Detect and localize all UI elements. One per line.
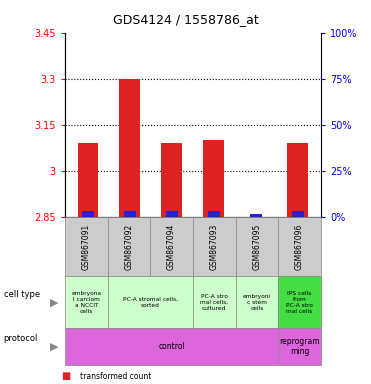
Text: ▶: ▶	[50, 297, 59, 308]
Bar	[78, 143, 98, 217]
Bar	[208, 212, 220, 217]
Text: control: control	[158, 342, 185, 351]
Text: cell type: cell type	[4, 290, 40, 299]
Text: GSM867094: GSM867094	[167, 223, 176, 270]
Text: reprogram
ming: reprogram ming	[279, 337, 320, 356]
Text: PC-A stromal cells,
sorted: PC-A stromal cells, sorted	[123, 297, 178, 308]
Text: GDS4124 / 1558786_at: GDS4124 / 1558786_at	[113, 13, 258, 26]
Bar	[250, 214, 262, 217]
Text: embryona
l carciom
a NCCIT
cells: embryona l carciom a NCCIT cells	[71, 291, 101, 314]
Bar	[288, 143, 308, 217]
Bar	[119, 79, 141, 217]
Text: GSM867093: GSM867093	[210, 223, 219, 270]
Text: PC-A stro
mal cells,
cultured: PC-A stro mal cells, cultured	[200, 294, 228, 311]
Text: ■: ■	[61, 371, 70, 381]
Bar	[124, 212, 136, 217]
Bar	[203, 140, 224, 217]
Text: GSM867095: GSM867095	[252, 223, 262, 270]
Text: transformed count: transformed count	[80, 372, 151, 381]
Text: protocol: protocol	[4, 334, 38, 343]
Text: GSM867092: GSM867092	[124, 223, 134, 270]
Bar	[166, 212, 178, 217]
Text: ▶: ▶	[50, 341, 59, 352]
Text: GSM867091: GSM867091	[82, 223, 91, 270]
Text: embryoni
c stem
cells: embryoni c stem cells	[243, 294, 271, 311]
Bar	[161, 143, 183, 217]
Text: GSM867096: GSM867096	[295, 223, 304, 270]
Text: IPS cells
from
PC-A stro
mal cells: IPS cells from PC-A stro mal cells	[286, 291, 313, 314]
Bar	[82, 212, 94, 217]
Bar	[292, 212, 303, 217]
